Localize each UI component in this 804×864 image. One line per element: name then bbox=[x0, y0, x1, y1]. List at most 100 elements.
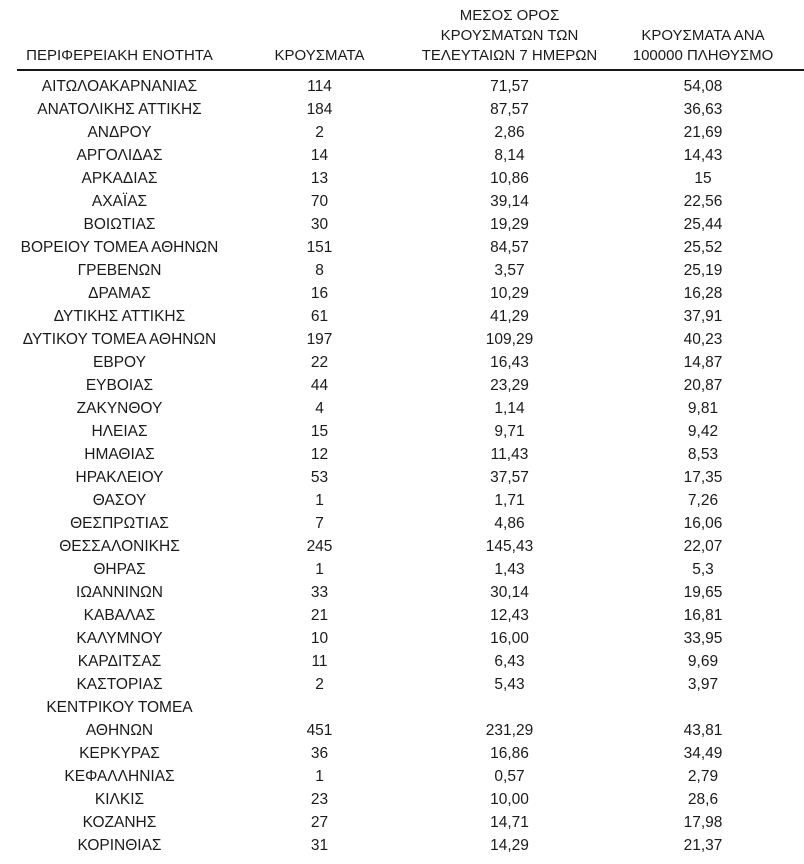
per100k-cell: 40,23 bbox=[683, 331, 723, 348]
per100k-cell: 16,28 bbox=[683, 285, 723, 302]
avg7day-cell: 16,86 bbox=[490, 745, 529, 762]
per100k-cell: 14,87 bbox=[683, 354, 723, 371]
region-cell: ΕΥΒΟΙΑΣ bbox=[85, 377, 154, 394]
cases-cell: 1 bbox=[315, 561, 324, 578]
region-cell: ΒΟΙΩΤΙΑΣ bbox=[83, 216, 156, 233]
region-cell: ΘΗΡΑΣ bbox=[93, 561, 146, 578]
avg7day-cell: 2,86 bbox=[494, 124, 525, 141]
cases-cell: 21 bbox=[310, 607, 329, 624]
cases-cell: 4 bbox=[315, 400, 324, 417]
avg7day-cell: 4,86 bbox=[494, 515, 525, 532]
cases-cell: 31 bbox=[310, 837, 329, 854]
table-row: ΚΕΝΤΡΙΚΟΥ ΤΟΜΕΑ ΑΘΗΝΩΝ 451 231,29 43,81 bbox=[17, 696, 804, 742]
table-row: ΚΕΡΚΥΡΑΣ 36 16,86 34,49 bbox=[17, 742, 804, 765]
per100k-cell: 17,35 bbox=[683, 469, 723, 486]
table-header: ΠΕΡΙΦΕΡΕΙΑΚΗ ΕΝΟΤΗΤΑ ΚΡΟΥΣΜΑΤΑ ΜΕΣΟΣ ΟΡΟ… bbox=[17, 6, 804, 71]
table-row: ΚΑΛΥΜΝΟΥ 10 16,00 33,95 bbox=[17, 627, 804, 650]
avg7day-cell: 145,43 bbox=[485, 538, 534, 555]
per100k-cell: 25,44 bbox=[683, 216, 723, 233]
per100k-cell: 9,81 bbox=[687, 400, 719, 417]
avg7day-cell: 14,71 bbox=[490, 814, 529, 831]
avg7day-cell: 10,29 bbox=[490, 285, 529, 302]
per100k-cell: 20,87 bbox=[683, 377, 723, 394]
table-row: ΙΩΑΝΝΙΝΩΝ 33 30,14 19,65 bbox=[17, 581, 804, 604]
per100k-cell: 3,97 bbox=[687, 676, 719, 693]
table-row: ΑΧΑΪΑΣ 70 39,14 22,56 bbox=[17, 190, 804, 213]
avg7day-cell: 23,29 bbox=[490, 377, 529, 394]
per100k-cell: 21,37 bbox=[683, 837, 723, 854]
table-row: ΔΥΤΙΚΟΥ ΤΟΜΕΑ ΑΘΗΝΩΝ 197 109,29 40,23 bbox=[17, 328, 804, 351]
cases-cell: 44 bbox=[310, 377, 329, 394]
avg7day-cell: 109,29 bbox=[485, 331, 534, 348]
table-row: ΒΟΙΩΤΙΑΣ 30 19,29 25,44 bbox=[17, 213, 804, 236]
region-cell: ΑΡΚΑΔΙΑΣ bbox=[81, 170, 158, 187]
table-row: ΚΑΡΔΙΤΣΑΣ 11 6,43 9,69 bbox=[17, 650, 804, 673]
cases-cell: 8 bbox=[315, 262, 324, 279]
region-cell: ΑΧΑΪΑΣ bbox=[91, 193, 148, 210]
column-header-cases: ΚΡΟΥΣΜΑΤΑ bbox=[222, 6, 417, 71]
region-cell: ΗΛΕΙΑΣ bbox=[91, 423, 148, 440]
per100k-cell: 16,81 bbox=[683, 607, 723, 624]
cases-cell: 2 bbox=[315, 124, 324, 141]
cases-cell: 33 bbox=[310, 584, 329, 601]
per100k-cell: 25,19 bbox=[683, 262, 723, 279]
region-cell: ΑΡΓΟΛΙΔΑΣ bbox=[76, 147, 163, 164]
avg7day-cell: 14,29 bbox=[490, 837, 529, 854]
avg7day-cell: 41,29 bbox=[490, 308, 529, 325]
avg7day-cell: 16,00 bbox=[490, 630, 529, 647]
avg7day-cell: 0,57 bbox=[494, 768, 525, 785]
avg7day-cell: 71,57 bbox=[490, 78, 529, 95]
avg7day-cell: 8,14 bbox=[494, 147, 525, 164]
region-cell: ΗΡΑΚΛΕΙΟΥ bbox=[75, 469, 164, 486]
per100k-cell: 34,49 bbox=[683, 745, 723, 762]
regional-cases-table: ΠΕΡΙΦΕΡΕΙΑΚΗ ΕΝΟΤΗΤΑ ΚΡΟΥΣΜΑΤΑ ΜΕΣΟΣ ΟΡΟ… bbox=[17, 6, 804, 857]
per100k-cell: 17,98 bbox=[683, 814, 723, 831]
cases-cell: 197 bbox=[306, 331, 333, 348]
table-row: ΗΜΑΘΙΑΣ 12 11,43 8,53 bbox=[17, 443, 804, 466]
avg7day-cell: 12,43 bbox=[490, 607, 529, 624]
per100k-cell: 54,08 bbox=[683, 78, 723, 95]
per100k-cell: 21,69 bbox=[683, 124, 723, 141]
table-row: ΕΥΒΟΙΑΣ 44 23,29 20,87 bbox=[17, 374, 804, 397]
cases-cell: 114 bbox=[307, 78, 332, 95]
table-row: ΘΕΣΣΑΛΟΝΙΚΗΣ 245 145,43 22,07 bbox=[17, 535, 804, 558]
cases-cell: 12 bbox=[310, 446, 329, 463]
region-cell: ΚΕΝΤΡΙΚΟΥ ΤΟΜΕΑ ΑΘΗΝΩΝ bbox=[46, 699, 193, 739]
cases-cell: 11 bbox=[311, 653, 328, 670]
avg7day-cell: 1,71 bbox=[494, 492, 525, 509]
per100k-cell: 9,42 bbox=[687, 423, 719, 440]
column-header-per100k: ΚΡΟΥΣΜΑΤΑ ΑΝΑ 100000 ΠΛΗΘΥΣΜΟ bbox=[602, 6, 804, 71]
per100k-cell: 15 bbox=[694, 170, 712, 187]
per100k-cell: 2,79 bbox=[687, 768, 719, 785]
avg7day-cell: 30,14 bbox=[490, 584, 529, 601]
per100k-cell: 43,81 bbox=[683, 722, 723, 739]
cases-cell: 22 bbox=[310, 354, 329, 371]
cases-cell: 10 bbox=[310, 630, 329, 647]
cases-cell: 70 bbox=[310, 193, 329, 210]
cases-cell: 53 bbox=[310, 469, 329, 486]
region-cell: ΒΟΡΕΙΟΥ ΤΟΜΕΑ ΑΘΗΝΩΝ bbox=[20, 239, 219, 256]
region-cell: ΘΕΣΠΡΩΤΙΑΣ bbox=[70, 515, 169, 532]
table-row: ΕΒΡΟΥ 22 16,43 14,87 bbox=[17, 351, 804, 374]
cases-cell: 245 bbox=[306, 538, 333, 555]
table-row: ΔΥΤΙΚΗΣ ΑΤΤΙΚΗΣ 61 41,29 37,91 bbox=[17, 305, 804, 328]
region-cell: ΖΑΚΥΝΘΟΥ bbox=[76, 400, 163, 417]
cases-cell: 27 bbox=[310, 814, 329, 831]
table-row: ΑΡΓΟΛΙΔΑΣ 14 8,14 14,43 bbox=[17, 144, 804, 167]
avg7day-cell: 37,57 bbox=[490, 469, 529, 486]
region-cell: ΗΜΑΘΙΑΣ bbox=[84, 446, 155, 463]
avg7day-cell: 11,43 bbox=[490, 446, 529, 463]
per100k-cell: 14,43 bbox=[683, 147, 723, 164]
region-cell: ΑΙΤΩΛΟΑΚΑΡΝΑΝΙΑΣ bbox=[41, 78, 198, 95]
cases-cell: 36 bbox=[310, 745, 329, 762]
region-cell: ΚΕΡΚΥΡΑΣ bbox=[79, 745, 160, 762]
region-cell: ΔΡΑΜΑΣ bbox=[88, 285, 151, 302]
region-cell: ΔΥΤΙΚΗΣ ΑΤΤΙΚΗΣ bbox=[53, 308, 186, 325]
table-row: ΒΟΡΕΙΟΥ ΤΟΜΕΑ ΑΘΗΝΩΝ 151 84,57 25,52 bbox=[17, 236, 804, 259]
avg7day-cell: 231,29 bbox=[485, 722, 534, 739]
avg7day-cell: 10,86 bbox=[490, 170, 529, 187]
avg7day-cell: 84,57 bbox=[490, 239, 529, 256]
cases-cell: 23 bbox=[310, 791, 329, 808]
avg7day-cell: 1,14 bbox=[494, 400, 525, 417]
region-cell: ΚΑΡΔΙΤΣΑΣ bbox=[77, 653, 162, 670]
